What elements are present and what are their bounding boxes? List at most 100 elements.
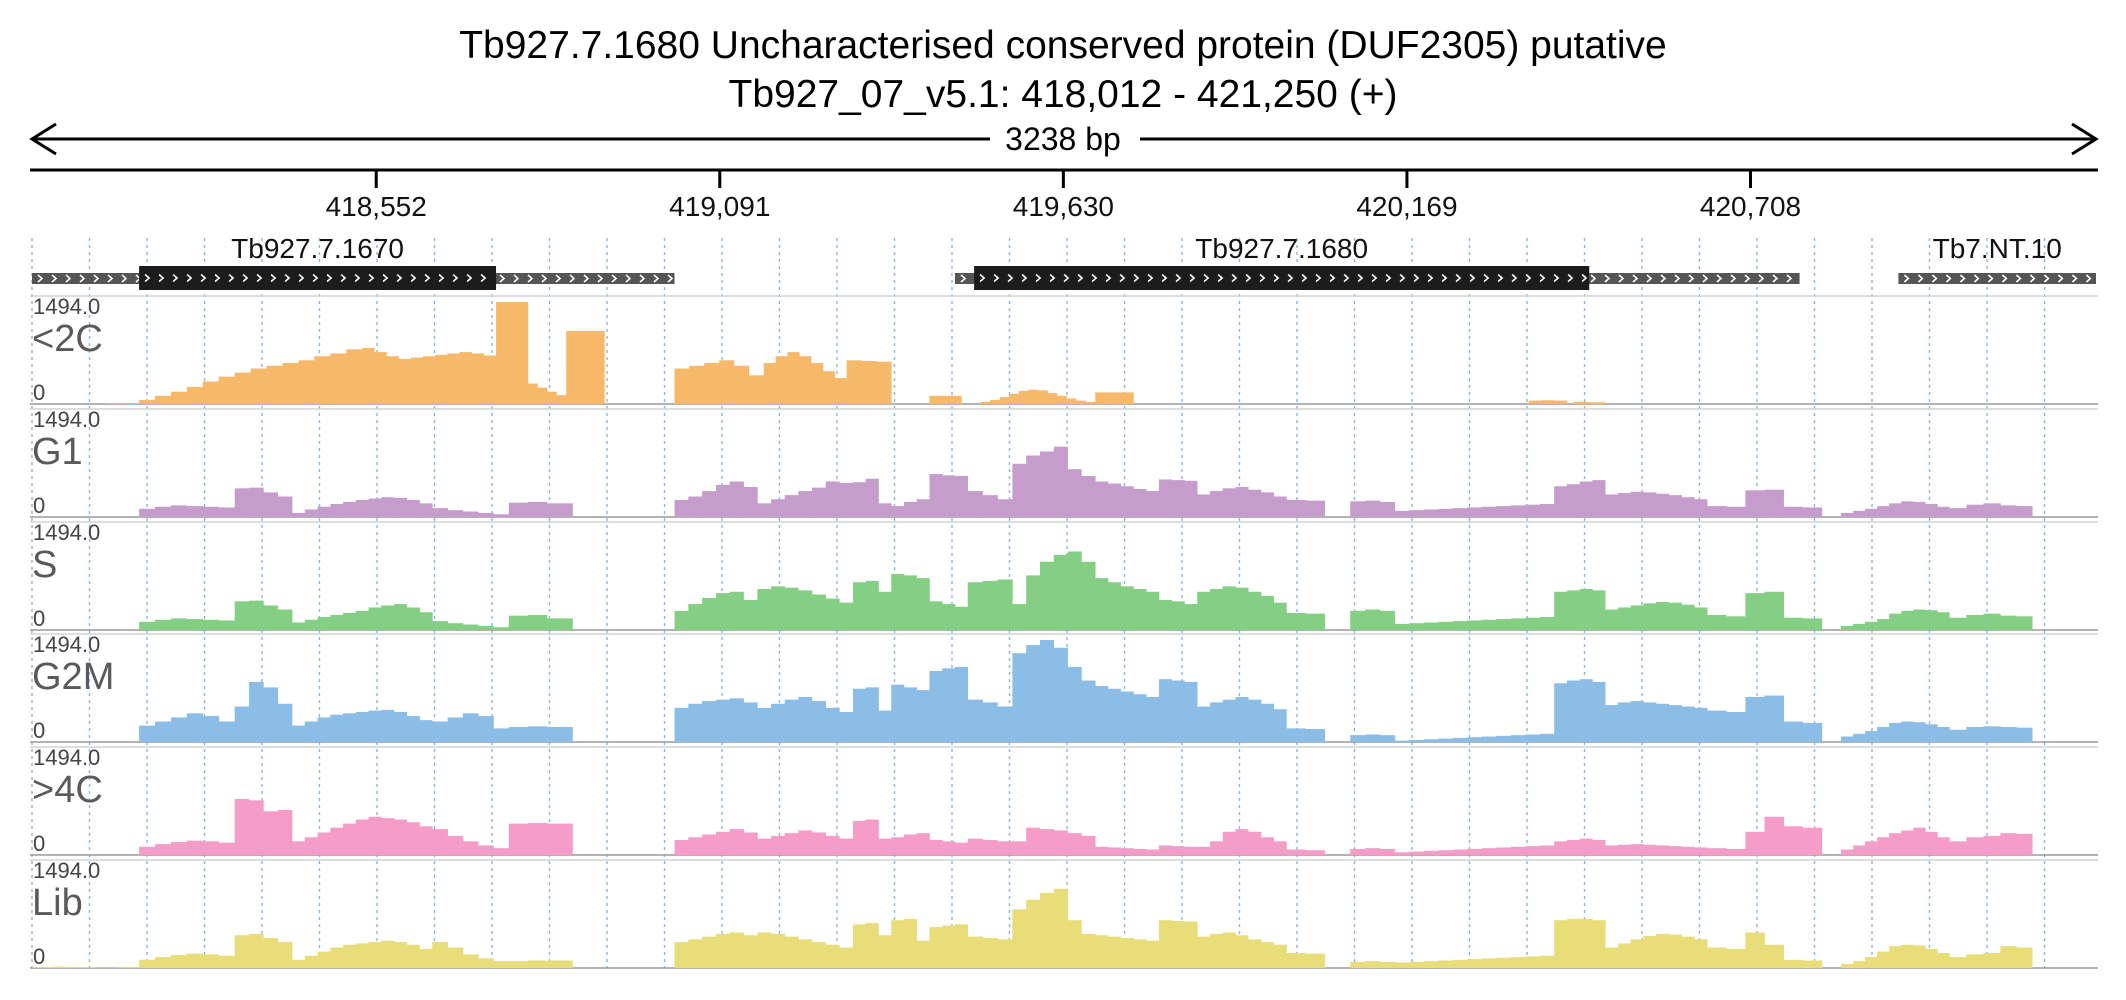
coverage-bar [1681,497,1695,517]
coverage-bar [186,386,204,404]
coverage-bar [1053,446,1068,517]
coverage-bar [1026,899,1041,968]
coverage-bar [1067,666,1082,742]
coverage-bar [846,360,862,404]
coverage-bar [1423,509,1439,517]
gene-label[interactable]: Tb927.7.1670 [231,233,404,264]
coverage-bar [1037,390,1048,404]
gene-utr[interactable] [1898,273,2096,284]
coverage-bar [1510,505,1526,517]
track-min-label: 0 [33,606,45,631]
chart-title: Tb927.7.1680 Uncharacterised conserved p… [459,24,1667,67]
coverage-bar [1510,846,1526,855]
coverage-bar [702,834,717,855]
coverage-bar [825,835,840,855]
coverage-bar [798,491,813,517]
coverage-bar [374,352,387,404]
coverage-bar [1925,948,1938,968]
coverage-bar [1841,963,1854,968]
coverage-bar [1525,617,1540,630]
gene-track[interactable]: Tb927.7.1670 Tb927.7.1680 Tb7.NT.10 [32,233,2096,290]
coverage-bar [1146,940,1160,968]
coverage-bar [1438,738,1454,742]
coverage-bar [1783,826,1804,855]
coverage-bar [1889,613,1902,630]
coverage-bar [398,358,412,404]
coverage-bar [1158,920,1173,968]
coverage-bar [942,925,956,968]
gene-feature[interactable]: Tb927.7.1680 [954,233,1800,290]
coverage-bar [1877,951,1890,968]
coverage-bar [1925,831,1938,855]
coverage-bar [980,401,991,404]
coverage-bar [1260,837,1275,855]
coverage-bar [1076,400,1086,404]
coverage-bar [1452,737,1468,742]
coverage-bar [1095,481,1109,517]
coverage-bar [1726,506,1746,517]
coverage-bar [547,503,561,517]
coverage-bar [955,666,969,742]
coverage-bar [1467,507,1483,517]
coverage-bar [1012,653,1027,742]
coverage-bar [1937,726,1950,742]
track-min-label: 0 [33,493,45,518]
gene-feature[interactable]: Tb927.7.1670 [32,233,675,290]
coverage-bar [839,711,854,742]
coverage-bar [878,591,892,630]
coverage-bar [1171,846,1185,855]
coverage-bar [218,955,236,968]
coverage-bar [1039,451,1055,517]
coverage-bar [967,491,983,517]
coverage-bar [1305,613,1326,630]
coverage-bar [1438,508,1454,517]
coverage-bar [1554,591,1568,630]
coverage-bar [447,510,464,517]
coverage-bar [1009,393,1020,404]
coverage-bar [1983,835,2001,855]
coverage-bar [729,698,744,742]
coverage-bar [2000,615,2017,630]
coverage-bar [234,935,250,968]
coverage-bar [853,582,867,630]
coverage-bar [822,371,836,404]
gene-label[interactable]: Tb927.7.1680 [1195,233,1368,264]
coverage-bar [1133,589,1147,630]
coverage-bar [368,942,382,968]
coverage-bar [1273,841,1287,855]
coverage-bar [368,816,382,855]
coverage-bar [1707,947,1727,968]
coverage-bar [493,728,510,742]
coverage-bar [1018,391,1029,404]
coverage-bar [527,501,548,517]
coverage-bar [368,710,382,742]
coverage-bar [1913,722,1926,742]
coverage-bar [1877,726,1890,742]
coverage-bar [381,940,395,968]
coverage-bar [559,823,573,855]
coverage-bar [1605,609,1619,630]
span-arrow-left-icon [29,122,57,156]
coverage-bar [1350,961,1366,968]
coverage-bar [381,497,395,517]
gene-label[interactable]: Tb7.NT.10 [1933,233,2062,264]
coverage-bar [1841,849,1854,855]
coverage-bar [1286,952,1306,968]
coverage-bar [1248,489,1262,517]
coverage-bar [1423,850,1439,855]
coverage-bar [1681,936,1695,968]
coverage-bar [674,499,689,517]
coverage-bar [1197,846,1211,855]
gene-feature[interactable]: Tb7.NT.10 [1898,233,2096,284]
gene-cds[interactable] [974,266,1590,290]
coverage-bar [330,714,344,742]
coverage-bar [1496,619,1512,630]
track-max-label: 1494.0 [33,632,100,657]
coverage-bar [729,481,744,517]
coverage-bar [527,960,548,968]
coverage-bar [1681,846,1695,855]
coverage-bar [547,960,561,968]
coverage-bar [1937,952,1950,968]
coverage-bar [1039,892,1055,968]
coverage-bar [1423,961,1439,968]
